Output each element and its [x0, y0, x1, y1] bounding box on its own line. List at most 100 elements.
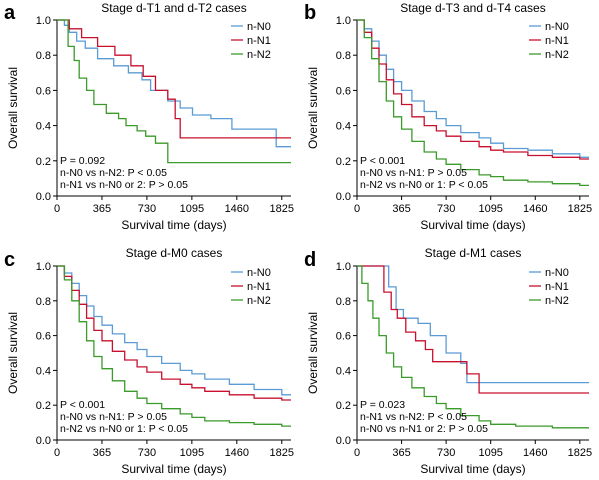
- y-tick-label: 0.2: [36, 400, 51, 412]
- legend-label-n-N2: n-N2: [247, 295, 271, 307]
- legend-label-n-N2: n-N2: [545, 295, 569, 307]
- panel-letter: d: [304, 249, 316, 271]
- x-tick-label: 1825: [568, 203, 592, 215]
- panel-c: c Stage d-M0 cases 0.0 0.2 0.4 0.6 0.8 1.0 0 365 7…: [4, 246, 294, 476]
- y-tick-label: 0.4: [36, 121, 51, 133]
- y-axis-label: Overall survival: [6, 312, 20, 394]
- x-axis-label: Survival time (days): [420, 462, 525, 476]
- annotation-line: n-N2 vs n-N0 or 1: P < 0.05: [60, 423, 188, 435]
- y-tick-label: 0.0: [36, 435, 51, 447]
- x-tick-label: 1095: [478, 203, 502, 215]
- x-tick-label: 1825: [568, 447, 592, 459]
- legend-label-n-N1: n-N1: [247, 35, 271, 47]
- x-tick-label: 0: [354, 203, 360, 215]
- x-tick-label: 1460: [225, 447, 249, 459]
- y-tick-label: 0.4: [336, 121, 351, 133]
- y-tick-label: 0.2: [336, 400, 351, 412]
- x-tick-label: 1460: [523, 447, 547, 459]
- annotation-line: n-N0 vs n-N1 or 2: P > 0.05: [360, 423, 488, 435]
- y-tick-label: 0.2: [336, 156, 351, 168]
- panel-b: b Stage d-T3 and d-T4 cases 0.0 0.2 0.4 0.6 0.…: [304, 1, 592, 232]
- y-tick-label: 0.6: [336, 331, 351, 343]
- x-tick-label: 730: [437, 203, 455, 215]
- annotation-line: P = 0.023: [360, 399, 405, 411]
- y-tick-label: 0.0: [336, 191, 351, 203]
- y-tick-label: 0.4: [336, 365, 351, 377]
- legend-label-n-N2: n-N2: [545, 49, 569, 61]
- series-n-N0-curve: [357, 265, 589, 384]
- x-tick-label: 1095: [180, 447, 204, 459]
- x-tick-label: 1095: [180, 203, 204, 215]
- x-tick-label: 1825: [270, 447, 294, 459]
- y-tick-label: 1.0: [336, 15, 351, 27]
- x-tick-label: 1460: [225, 203, 249, 215]
- legend-label-n-N1: n-N1: [545, 35, 569, 47]
- y-axis-label: Overall survival: [306, 312, 320, 394]
- panel-letter: b: [304, 2, 316, 24]
- annotation-line: n-N1 vs n-N0 or 2: P > 0.05: [60, 179, 188, 191]
- panel-a: a Stage d-T1 and d-T2 cases 0.0 0.2 0.4 0.6 0.…: [4, 1, 294, 232]
- legend-label-n-N0: n-N0: [545, 267, 569, 279]
- y-tick-label: 0.8: [336, 50, 351, 62]
- y-tick-label: 1.0: [336, 261, 351, 273]
- y-tick-label: 1.0: [36, 261, 51, 273]
- x-tick-label: 0: [354, 447, 360, 459]
- legend-label-n-N2: n-N2: [247, 49, 271, 61]
- x-tick-label: 365: [392, 203, 410, 215]
- series-n-N2-curve: [57, 19, 291, 164]
- x-tick-label: 1825: [270, 203, 294, 215]
- legend-label-n-N0: n-N0: [247, 267, 271, 279]
- x-tick-label: 730: [138, 203, 156, 215]
- annotation-line: n-N0 vs n-N1: P > 0.05: [360, 167, 467, 179]
- x-tick-label: 1095: [478, 447, 502, 459]
- y-tick-label: 0.6: [336, 85, 351, 97]
- panel-d: d Stage d-M1 cases 0.0 0.2 0.4 0.6 0.8 1.0 0 365 7…: [304, 246, 592, 476]
- legend-label-n-N0: n-N0: [247, 21, 271, 33]
- y-tick-label: 0.0: [336, 435, 351, 447]
- panel-letter: c: [4, 249, 15, 271]
- x-tick-label: 730: [437, 447, 455, 459]
- panel-title: Stage d-M1 cases: [425, 246, 522, 260]
- x-tick-label: 1460: [523, 203, 547, 215]
- series-n-N0-curve: [57, 19, 291, 148]
- x-axis-label: Survival time (days): [121, 462, 226, 476]
- annotation-line: n-N1 vs n-N2: P < 0.05: [360, 411, 467, 423]
- series-n-N2-curve: [57, 265, 291, 427]
- panel-title: Stage d-M0 cases: [126, 246, 223, 260]
- x-tick-label: 0: [54, 447, 60, 459]
- series-n-N1-curve: [57, 19, 291, 139]
- series-n-N2-curve: [357, 265, 589, 429]
- legend-label-n-N0: n-N0: [545, 21, 569, 33]
- annotation-line: P < 0.001: [360, 155, 405, 167]
- annotation-line: n-N2 vs n-N0 or 1: P < 0.05: [360, 179, 488, 191]
- y-tick-label: 1.0: [36, 15, 51, 27]
- annotation-line: n-N0 vs n-N2: P < 0.05: [60, 167, 167, 179]
- x-tick-label: 365: [392, 447, 410, 459]
- x-tick-label: 365: [93, 447, 111, 459]
- x-tick-label: 730: [138, 447, 156, 459]
- panel-title: Stage d-T3 and d-T4 cases: [400, 1, 545, 15]
- legend-label-n-N1: n-N1: [247, 281, 271, 293]
- y-tick-label: 0.2: [36, 156, 51, 168]
- x-tick-label: 365: [93, 203, 111, 215]
- y-tick-label: 0.6: [36, 85, 51, 97]
- annotation-line: P = 0.092: [60, 155, 105, 167]
- annotation-line: n-N0 vs n-N1: P > 0.05: [60, 411, 167, 423]
- y-axis-label: Overall survival: [306, 67, 320, 149]
- x-tick-label: 0: [54, 203, 60, 215]
- y-tick-label: 0.8: [36, 296, 51, 308]
- x-axis-label: Survival time (days): [121, 218, 226, 232]
- series-n-N2-curve: [357, 19, 589, 187]
- panel-letter: a: [4, 2, 16, 24]
- legend-label-n-N1: n-N1: [545, 281, 569, 293]
- x-axis-label: Survival time (days): [420, 218, 525, 232]
- annotation-line: P < 0.001: [60, 399, 105, 411]
- y-tick-label: 0.0: [36, 191, 51, 203]
- y-tick-label: 0.6: [36, 331, 51, 343]
- y-axis-label: Overall survival: [6, 67, 20, 149]
- y-tick-label: 0.8: [336, 296, 351, 308]
- series-n-N1-curve: [357, 265, 589, 394]
- y-tick-label: 0.4: [36, 365, 51, 377]
- y-tick-label: 0.8: [36, 50, 51, 62]
